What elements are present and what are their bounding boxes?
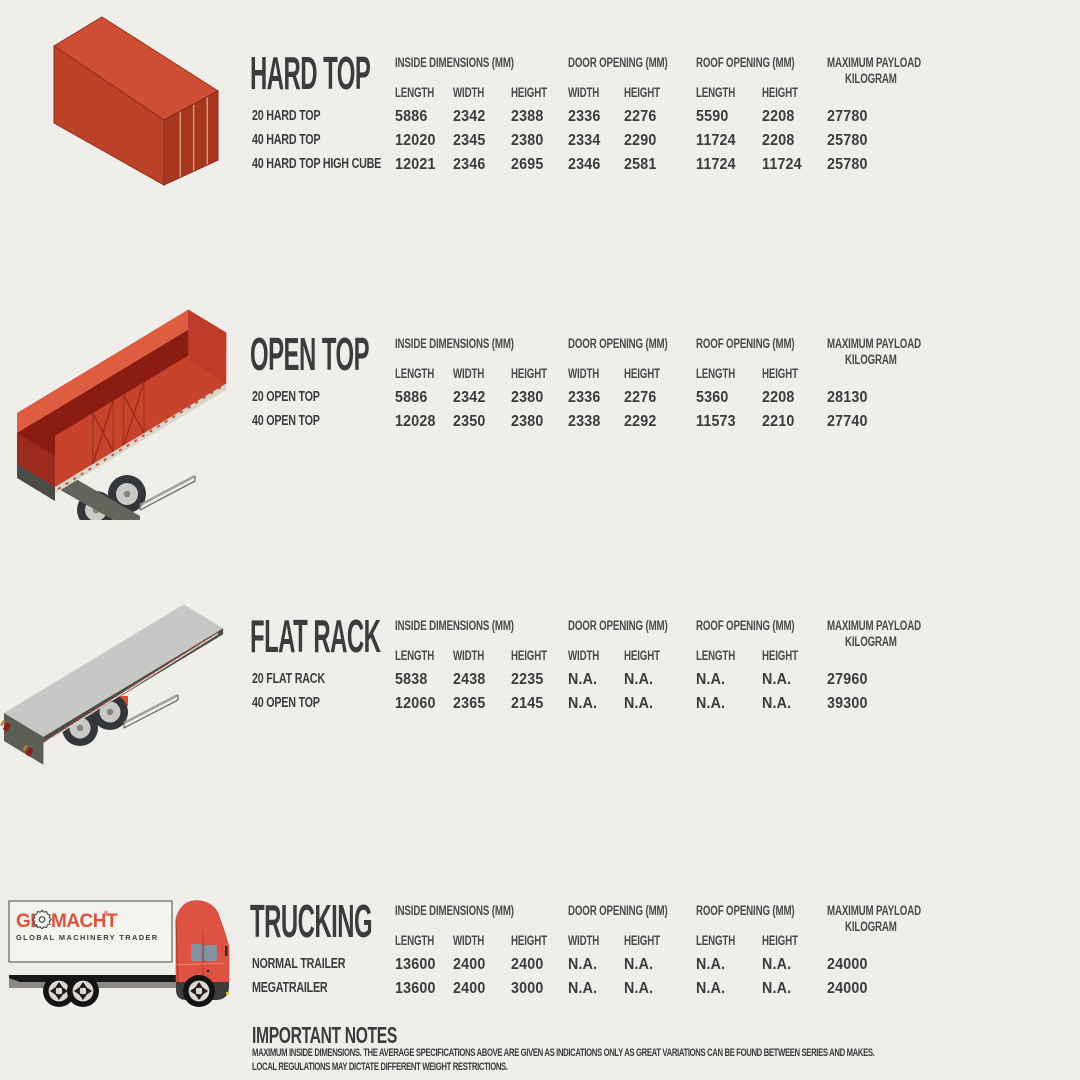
svg-text:®: ® xyxy=(104,910,109,917)
svg-text:GLOBAL MACHINERY TRADER: GLOBAL MACHINERY TRADER xyxy=(16,933,159,942)
